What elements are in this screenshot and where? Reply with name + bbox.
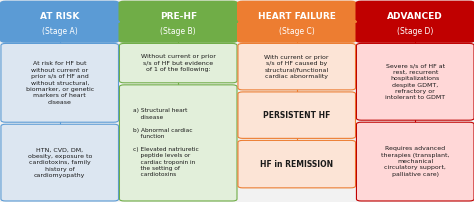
Text: a) Structural heart
    disease

b) Abnormal cardiac
    function

c) Elevated n: a) Structural heart disease b) Abnormal … [133,108,199,177]
FancyBboxPatch shape [1,124,118,201]
FancyBboxPatch shape [238,92,356,138]
Text: AT RISK: AT RISK [40,12,80,21]
Text: PRE-HF: PRE-HF [160,12,197,21]
Text: ADVANCED: ADVANCED [387,12,443,21]
Text: (Stage C): (Stage C) [279,26,315,36]
FancyBboxPatch shape [0,1,119,43]
Text: HEART FAILURE: HEART FAILURE [258,12,336,21]
FancyBboxPatch shape [118,1,238,43]
FancyBboxPatch shape [1,43,118,122]
FancyBboxPatch shape [356,122,474,201]
Text: HF in REMISSION: HF in REMISSION [260,160,333,169]
Text: Without current or prior
s/s of HF but evidence
of 1 of the following:: Without current or prior s/s of HF but e… [141,54,216,72]
FancyBboxPatch shape [119,43,237,83]
FancyBboxPatch shape [356,1,474,43]
FancyBboxPatch shape [237,1,356,43]
Text: (Stage D): (Stage D) [397,26,433,36]
Text: Severe s/s of HF at
rest, recurrent
hospitalizations
despite GDMT,
refractory or: Severe s/s of HF at rest, recurrent hosp… [385,63,445,100]
FancyBboxPatch shape [356,43,474,120]
Text: With current or prior
s/s of HF caused by
structural/functional
cardiac abnormal: With current or prior s/s of HF caused b… [264,55,329,79]
Text: HTN, CVD, DM,
obesity, exposure to
cardiotoxins, family
history of
cardiomyopath: HTN, CVD, DM, obesity, exposure to cardi… [27,147,92,178]
Text: (Stage A): (Stage A) [42,26,78,36]
Text: PERSISTENT HF: PERSISTENT HF [263,111,330,120]
Text: At risk for HF but
without current or
prior s/s of HF and
without structural,
bi: At risk for HF but without current or pr… [26,61,94,104]
FancyBboxPatch shape [238,140,356,188]
Text: (Stage B): (Stage B) [160,26,196,36]
FancyBboxPatch shape [238,43,356,90]
FancyBboxPatch shape [119,85,237,201]
Text: Requires advanced
therapies (transplant,
mechanical
circulatory support,
palliat: Requires advanced therapies (transplant,… [381,146,449,177]
